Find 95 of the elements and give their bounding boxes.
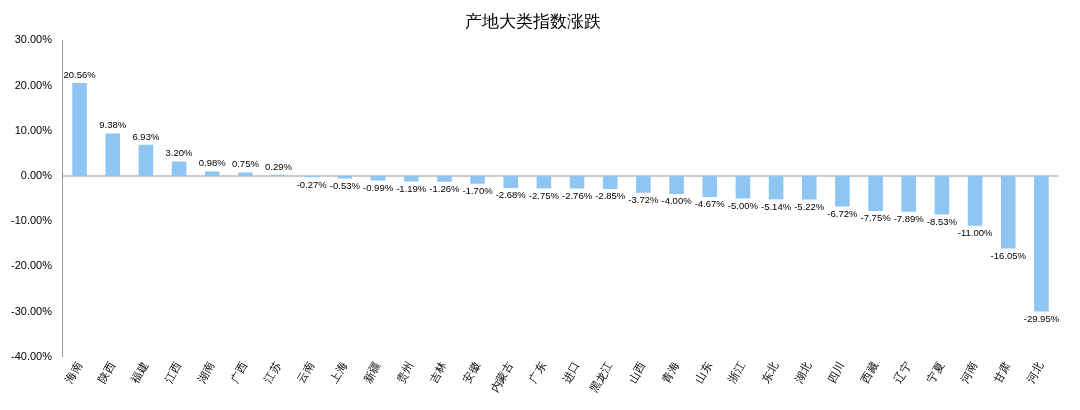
y-tick-label: -10.00% [10,214,53,227]
y-tick-label: 0.00% [20,169,53,182]
x-tick-label: 四川 [825,359,848,386]
data-label: -0.53% [329,179,361,191]
y-tick-label: 10.00% [14,123,53,136]
bar [1000,176,1016,249]
data-label: -7.89% [893,213,925,225]
x-tick-label: 黑龙江 [587,359,616,395]
bar [72,83,87,177]
data-label: -4.00% [661,195,693,207]
x-tick-label: 湖北 [792,359,815,386]
x-tick-label: 西藏 [858,359,881,386]
data-label: 0.98% [198,157,227,169]
bar [1034,176,1049,312]
bar [437,176,452,182]
bar [470,176,485,184]
x-tick-label: 上海 [327,359,350,386]
bar [702,176,718,198]
x-tick-label: 湖南 [195,359,218,386]
x-tick-label: 陕西 [95,359,118,386]
data-label: -0.27% [296,178,328,190]
data-label: -2.85% [595,190,626,202]
data-label: -7.75% [860,212,892,224]
bar [901,176,917,212]
data-label: -2.68% [495,189,527,201]
x-tick-label: 广西 [228,359,251,386]
bar [569,176,585,189]
bar [171,161,187,177]
x-tick-label: 辽宁 [891,359,914,386]
data-label: -4.67% [694,198,726,210]
x-tick-label: 河南 [957,359,981,386]
bar [768,176,784,200]
x-tick-label: 江西 [161,359,185,386]
x-tick-label: 东北 [758,359,782,386]
data-label: 3.20% [165,147,194,159]
x-tick-label: 进口 [559,359,583,386]
data-label: -5.00% [727,199,759,211]
data-label: -29.95% [1023,312,1060,324]
data-label: -3.72% [628,194,659,206]
bar [403,176,419,182]
bar [835,176,850,207]
data-label: 6.93% [132,130,160,142]
data-label: 0.29% [265,160,293,172]
data-label: -2.75% [528,189,560,201]
x-tick-label: 宁夏 [924,359,947,386]
bar [868,176,883,212]
y-tick-label: 30.00% [14,33,53,46]
x-tick-label: 福建 [128,359,151,386]
bar [105,133,121,177]
x-tick-label: 山东 [692,359,715,386]
y-tick-label: -20.00% [10,259,53,272]
data-label: -1.26% [429,183,460,195]
x-tick-label: 浙江 [725,359,748,386]
bar [934,176,950,215]
x-tick-label: 新疆 [360,359,384,386]
data-label: -0.99% [363,181,394,193]
data-label: -2.76% [562,189,593,201]
data-label: -11.00% [957,227,993,239]
y-tick-label: 20.00% [14,78,53,91]
data-label: -1.19% [396,182,427,194]
y-tick-label: -40.00% [10,349,53,362]
x-tick-label: 云南 [294,359,317,386]
bar [967,176,983,226]
bar [636,176,651,193]
bar [536,176,552,189]
data-label: -5.22% [794,200,825,212]
data-label: 0.75% [231,158,260,170]
bar [735,176,751,199]
data-label: -5.14% [761,200,792,212]
y-tick-label: -30.00% [10,304,53,317]
x-tick-label: 安徽 [460,359,483,386]
x-tick-label: 江苏 [261,359,284,386]
bar [204,171,220,177]
x-tick-label: 吉林 [427,359,450,386]
x-tick-label: 甘肃 [991,359,1014,386]
x-tick-label: 内蒙古 [488,359,516,395]
bar [238,172,253,177]
data-label: 20.56% [63,68,97,80]
x-tick-label: 青海 [659,359,682,386]
x-tick-label: 贵州 [394,359,417,386]
data-label: 9.38% [99,119,127,131]
bar [138,144,154,177]
data-label: -16.05% [990,249,1027,261]
data-label: -8.53% [926,215,958,227]
x-tick-label: 山西 [626,359,649,386]
x-tick-label: 河北 [1024,359,1047,386]
bar [801,176,817,200]
chart-title: 产地大类指数涨跌 [465,10,601,31]
x-tick-label: 广东 [526,359,549,386]
data-label: -1.70% [462,185,494,197]
bar [503,176,519,189]
x-tick-label: 海南 [62,359,85,386]
bar [602,176,618,189]
data-label: -6.72% [827,207,859,219]
bar [669,176,684,195]
